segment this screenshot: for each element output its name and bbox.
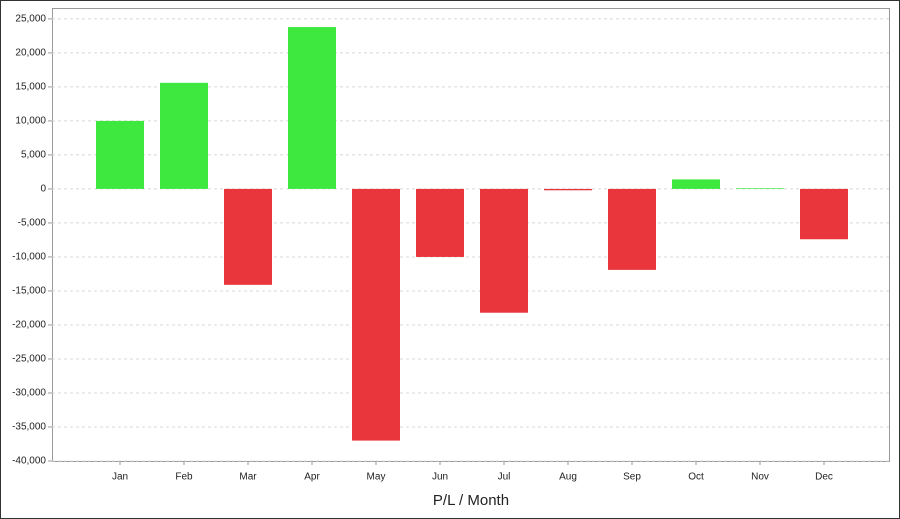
y-tick-label: 15,000 — [15, 82, 46, 93]
y-tick-label: -25,000 — [12, 354, 46, 365]
bar — [416, 188, 464, 257]
y-tick-label: 25,000 — [15, 14, 46, 25]
y-tick-label: 0 — [40, 184, 46, 195]
bar — [608, 188, 656, 270]
bar — [352, 188, 400, 441]
x-axis-title: P/L / Month — [433, 492, 509, 509]
bar — [96, 120, 144, 189]
bar — [736, 188, 784, 189]
y-tick-label: 10,000 — [15, 116, 46, 127]
x-tick-label: Sep — [623, 472, 641, 483]
x-tick-label: Mar — [239, 472, 257, 483]
y-tick-label: -40,000 — [12, 456, 46, 467]
plot-area — [52, 8, 890, 462]
x-tick-label: Jul — [498, 472, 511, 483]
bar — [224, 188, 272, 285]
x-tick-label: Aug — [559, 472, 577, 483]
y-tick-label: 5,000 — [21, 150, 46, 161]
x-tick-label: Feb — [175, 472, 193, 483]
y-tick-label: -15,000 — [12, 286, 46, 297]
bar — [800, 188, 848, 240]
y-tick-label: -35,000 — [12, 422, 46, 433]
y-tick-label: 20,000 — [15, 48, 46, 59]
x-tick-label: Jan — [112, 472, 128, 483]
y-tick-label: -20,000 — [12, 320, 46, 331]
bar — [160, 82, 208, 189]
x-tick-label: Oct — [688, 472, 704, 483]
x-tick-label: Apr — [304, 472, 320, 483]
x-tick-label: May — [367, 472, 386, 483]
x-tick-label: Jun — [432, 472, 448, 483]
bar — [544, 188, 592, 191]
bar — [288, 27, 336, 189]
y-tick-label: -30,000 — [12, 388, 46, 399]
y-tick-label: -5,000 — [18, 218, 47, 229]
bar — [672, 179, 720, 189]
x-tick-label: Dec — [815, 472, 833, 483]
y-tick-label: -10,000 — [12, 252, 46, 263]
x-tick-label: Nov — [751, 472, 769, 483]
bar — [480, 188, 528, 313]
